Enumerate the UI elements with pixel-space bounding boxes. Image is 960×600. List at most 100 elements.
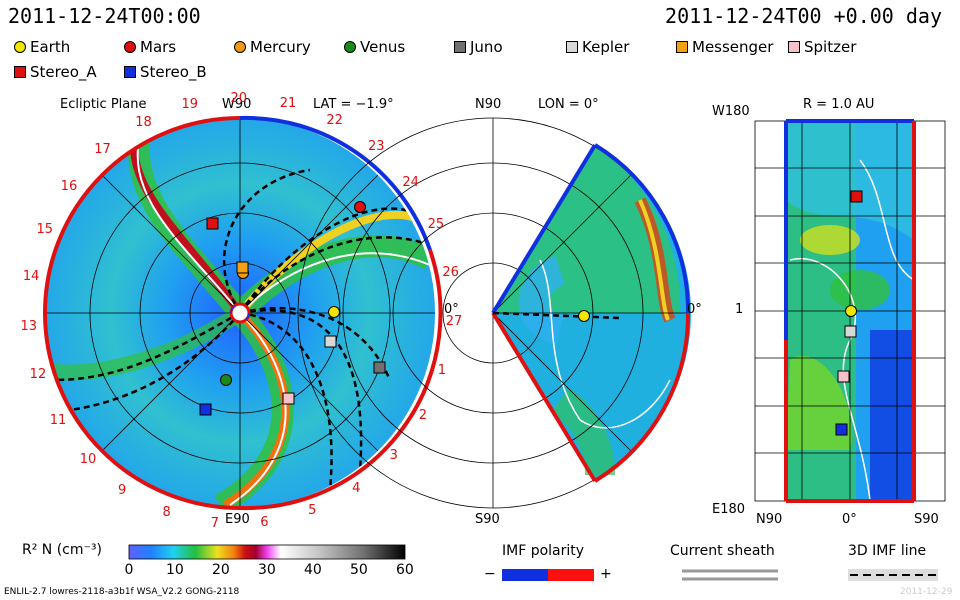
- legend-item-juno: Juno: [454, 38, 503, 56]
- legend-label: Spitzer: [804, 38, 857, 56]
- sphere-left-top: W180: [712, 104, 750, 119]
- ecliptic-lat: LAT = −1.9°: [313, 97, 394, 112]
- carrington-label: 27: [445, 313, 463, 329]
- sphere-bottom-mid: 0°: [842, 512, 857, 527]
- sphere-spitzer-marker: [837, 370, 850, 383]
- legend-label: Venus: [360, 38, 406, 56]
- meridional-earth-marker: [578, 310, 590, 322]
- mars-marker: [354, 201, 366, 213]
- carrington-label: 6: [260, 515, 269, 531]
- colorbar-tick-label: 10: [166, 562, 184, 578]
- carrington-label: 23: [368, 139, 385, 155]
- colorbar-tick-label: 60: [396, 562, 414, 578]
- sphere-bottom-right: S90: [914, 512, 939, 527]
- sphere-panel: [754, 119, 946, 503]
- carrington-label: 26: [442, 264, 459, 280]
- colorbar-tick-label: 40: [304, 562, 322, 578]
- carrington-label: 24: [402, 174, 419, 190]
- colorbar-tick-label: 20: [212, 562, 230, 578]
- carrington-label: 4: [352, 480, 361, 496]
- carrington-label: 12: [29, 367, 47, 383]
- imf-minus: −: [484, 566, 496, 582]
- legend-marker-icon: [124, 66, 136, 78]
- ecliptic-top-label: W90: [222, 97, 252, 112]
- sphere-kepler-marker: [844, 325, 857, 338]
- meridional-panel: [297, 117, 691, 509]
- venus-marker: [220, 374, 232, 386]
- footer-date: 2011-12-29: [900, 587, 953, 597]
- carrington-label: 11: [49, 412, 67, 428]
- carrington-label: 20: [230, 91, 248, 106]
- legend-item-stereo-b: Stereo_B: [124, 63, 207, 81]
- imf-positive-swatch: [548, 569, 594, 581]
- legend-label: Kepler: [582, 38, 630, 56]
- legend-item-stereo-a: Stereo_A: [14, 63, 97, 81]
- legend-marker-icon: [124, 41, 136, 53]
- colorbar-tick-label: 30: [258, 562, 276, 578]
- imf-plus: +: [600, 566, 612, 582]
- legend-item-venus: Venus: [344, 38, 405, 56]
- carrington-label: 1: [437, 362, 447, 378]
- carrington-label: 2: [418, 408, 427, 424]
- carrington-label: 19: [181, 97, 199, 113]
- legend-item-spitzer: Spitzer: [788, 38, 856, 56]
- right-timestamp: 2011-12-24T00 +0.00 day: [665, 4, 942, 28]
- carrington-label: 16: [60, 178, 78, 194]
- messenger-marker: [236, 261, 249, 274]
- legend-label: Stereo_B: [140, 63, 207, 81]
- colorbar: [128, 544, 406, 560]
- spitzer-marker: [282, 392, 295, 405]
- carrington-label: 9: [118, 483, 127, 499]
- colorbar-tick-label: 0: [124, 562, 134, 578]
- carrington-label: 5: [308, 503, 317, 519]
- carrington-label: 18: [135, 114, 152, 130]
- sphere-stereo-a-marker: [850, 190, 863, 203]
- juno-marker: [373, 361, 386, 374]
- legend-label: Stereo_A: [30, 63, 97, 81]
- carrington-label: 8: [162, 504, 171, 520]
- imf3d-title: 3D IMF line: [848, 543, 927, 559]
- ecliptic-bottom-label: E90: [225, 512, 250, 527]
- legend-marker-icon: [566, 41, 578, 53]
- ecliptic-right-label: 0°: [444, 302, 459, 317]
- carrington-label: 7: [210, 515, 220, 531]
- legend-label: Mercury: [250, 38, 311, 56]
- legend-marker-icon: [14, 41, 26, 53]
- legend-item-kepler: Kepler: [566, 38, 629, 56]
- stereo-a-marker: [206, 217, 219, 230]
- legend-label: Messenger: [692, 38, 774, 56]
- carrington-label: 22: [326, 112, 343, 128]
- legend-marker-icon: [454, 41, 466, 53]
- sphere-bottom-left: N90: [756, 512, 783, 527]
- carrington-label: 25: [427, 217, 445, 233]
- sphere-title: R = 1.0 AU: [803, 97, 875, 112]
- imf-negative-swatch: [502, 569, 548, 581]
- legend-item-mercury: Mercury: [234, 38, 311, 56]
- carrington-label: 13: [20, 318, 38, 334]
- colorbar-label: R² N (cm⁻³): [22, 542, 102, 558]
- legend-label: Earth: [30, 38, 71, 56]
- earth-marker: [328, 306, 340, 318]
- sheath-title: Current sheath: [670, 543, 775, 559]
- sphere-left-mid: 1: [735, 302, 744, 317]
- meridional-bottom-label: S90: [475, 512, 500, 527]
- sphere-stereo-b-marker: [835, 423, 848, 436]
- legend-item-mars: Mars: [124, 38, 176, 56]
- legend-marker-icon: [14, 66, 26, 78]
- carrington-label: 21: [279, 96, 297, 112]
- sphere-left-bottom: E180: [712, 502, 746, 517]
- footer-model: ENLIL-2.7 lowres-2118-a3b1f WSA_V2.2 GON…: [4, 587, 240, 597]
- legend-marker-icon: [676, 41, 688, 53]
- meridional-right-label: 0°: [687, 302, 702, 317]
- colorbar-tick-label: 50: [350, 562, 368, 578]
- carrington-label: 15: [36, 221, 53, 237]
- meridional-top-label: N90: [475, 97, 502, 112]
- legend-label: Mars: [140, 38, 177, 56]
- imf-polarity-title: IMF polarity: [502, 543, 585, 559]
- carrington-label: 17: [94, 142, 111, 158]
- legend-label: Juno: [470, 38, 503, 56]
- legend-marker-icon: [234, 41, 246, 53]
- ecliptic-title: Ecliptic Plane: [60, 97, 147, 112]
- meridional-lon: LON = 0°: [538, 97, 599, 112]
